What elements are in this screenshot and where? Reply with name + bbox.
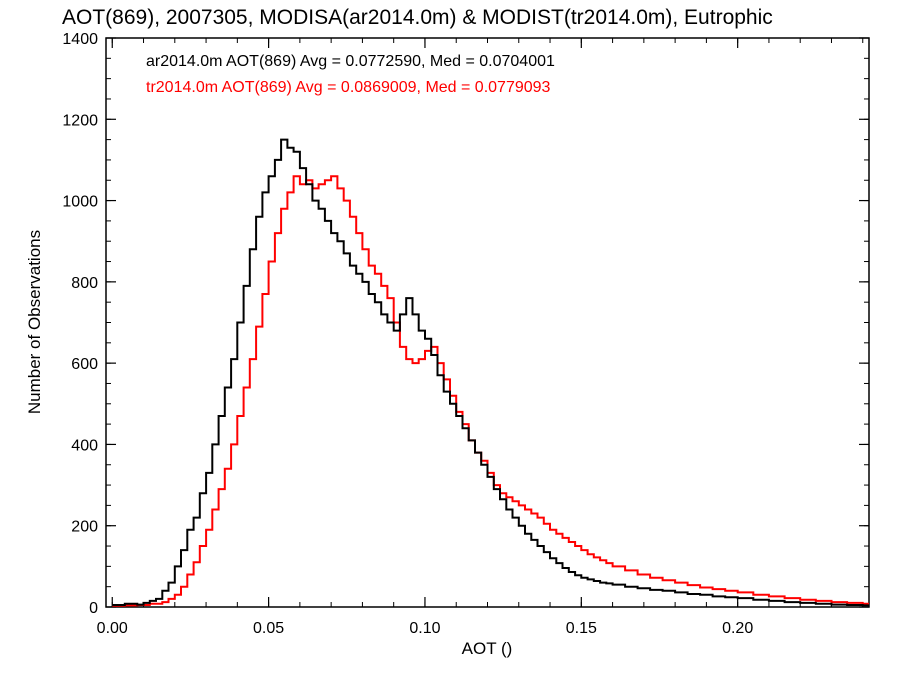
y-tick-label: 800	[71, 275, 98, 292]
x-tick-label: 0.00	[97, 620, 128, 637]
y-axis: 0 200 400 600 800 1000 1200 1400	[62, 31, 869, 617]
legend-stats-ar2014: ar2014.0m AOT(869) Avg = 0.0772590, Med …	[146, 53, 555, 70]
y-tick-label: 1000	[62, 194, 98, 211]
y-tick-label: 0	[89, 600, 98, 617]
plot-frame	[105, 37, 870, 608]
y-tick-label: 1200	[62, 112, 98, 129]
y-tick-label: 400	[71, 437, 98, 454]
x-axis-label: AOT ()	[462, 639, 513, 658]
chart-title: AOT(869), 2007305, MODISA(ar2014.0m) & M…	[62, 6, 773, 29]
y-tick-label: 600	[71, 356, 98, 373]
y-axis-label: Number of Observations	[25, 230, 44, 414]
x-tick-label: 0.10	[409, 620, 440, 637]
x-axis: 0.00 0.05 0.10 0.15 0.20	[97, 38, 864, 637]
series-line-ar2014.0m	[112, 138, 869, 607]
series-line-tr2014.0m	[112, 175, 869, 607]
y-tick-label: 1400	[62, 31, 98, 48]
y-tick-label: 200	[71, 519, 98, 536]
x-tick-label: 0.05	[253, 620, 284, 637]
series-layer	[112, 138, 869, 607]
x-tick-label: 0.15	[566, 620, 597, 637]
x-tick-label: 0.20	[722, 620, 753, 637]
legend-stats-tr2014: tr2014.0m AOT(869) Avg = 0.0869009, Med …	[146, 79, 551, 96]
